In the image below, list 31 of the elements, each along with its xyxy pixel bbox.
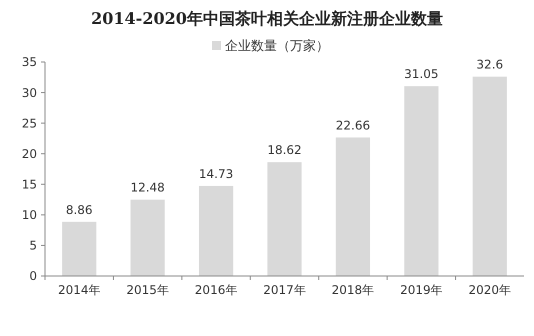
bar <box>336 137 370 276</box>
x-tick-label: 2015年 <box>126 283 169 297</box>
bar <box>198 186 234 276</box>
y-tick-label: 0 <box>29 269 37 284</box>
y-tick-label: 25 <box>22 116 37 130</box>
bar <box>130 200 165 276</box>
bar <box>267 162 302 276</box>
data-label: 14.73 <box>198 166 234 181</box>
data-label: 18.62 <box>267 143 302 158</box>
x-tick-label: 2016年 <box>194 283 238 297</box>
data-label: 22.66 <box>336 118 370 132</box>
y-tick-label: 35 <box>22 55 37 70</box>
legend-label: 企业数量（万家） <box>225 38 329 54</box>
x-tick-label: 2019年 <box>400 283 443 297</box>
x-tick-label: 2018年 <box>332 283 374 297</box>
data-label: 32.6 <box>476 58 504 72</box>
data-label: 31.05 <box>404 67 439 82</box>
bar <box>472 76 507 276</box>
data-label: 8.86 <box>66 202 93 217</box>
x-tick-label: 2020年 <box>468 283 512 297</box>
chart-title: 2014-2020年中国茶叶相关企业新注册企业数量 <box>91 9 443 28</box>
x-tick-label: 2017年 <box>263 283 306 297</box>
y-tick-label: 5 <box>29 238 37 253</box>
y-tick-label: 10 <box>22 208 37 222</box>
bar <box>404 86 438 276</box>
y-tick-label: 15 <box>22 177 37 192</box>
y-tick-label: 30 <box>22 86 37 100</box>
x-tick-label: 2014年 <box>58 283 100 297</box>
y-tick-label: 20 <box>22 146 37 161</box>
data-label: 12.48 <box>130 180 165 195</box>
bar <box>62 222 96 276</box>
